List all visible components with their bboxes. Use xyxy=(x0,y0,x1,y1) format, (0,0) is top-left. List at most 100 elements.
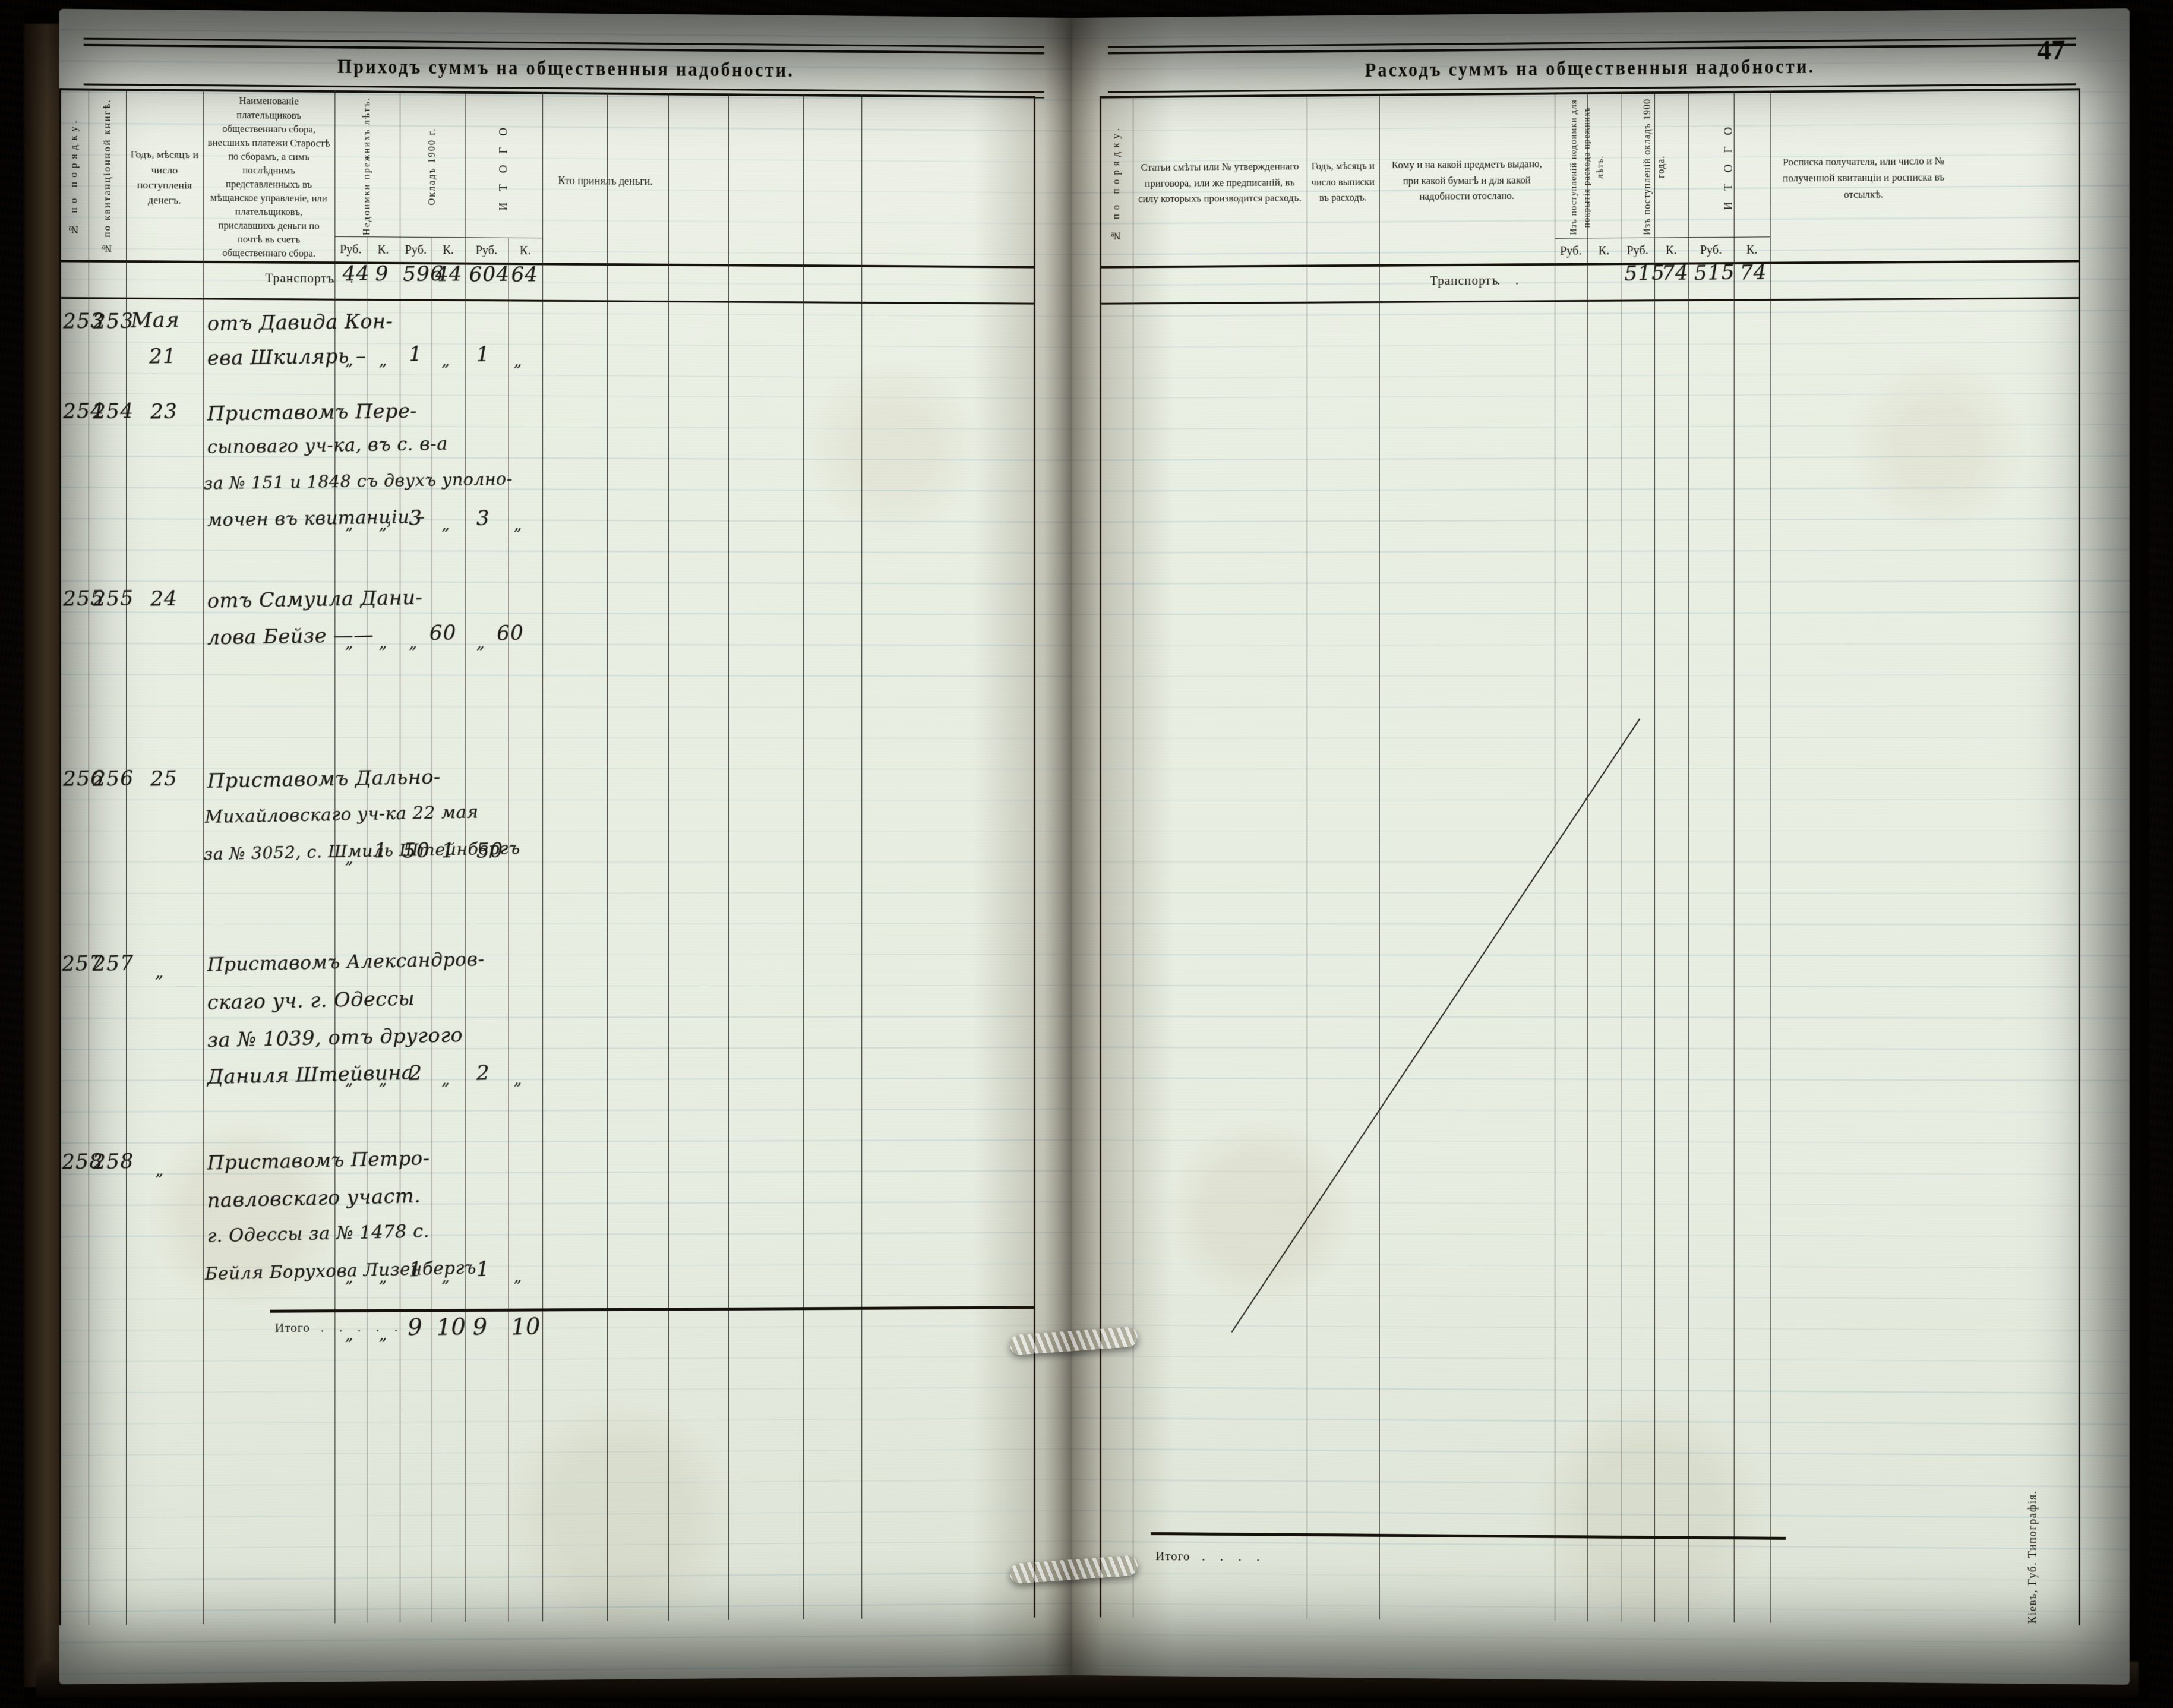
income-transport-arrears-rub: 44 xyxy=(342,261,370,286)
income-sub-assessment-kop: К. xyxy=(443,243,454,257)
row-254-arrears-kop: „ xyxy=(378,515,387,534)
expense-header-articles: Статьи смѣты или № утвержденнаго пригово… xyxy=(1138,160,1302,205)
row-258-receipt-no: 258 xyxy=(92,1149,134,1175)
right-page-expense: 47 Расходъ суммъ на общественныя надобно… xyxy=(1072,8,2130,1685)
expense-col-sep-9 xyxy=(1733,90,1735,1623)
income-transport-total-kop: 64 xyxy=(511,262,539,287)
expense-col-sep-8 xyxy=(1688,91,1689,1622)
income-header-receipt-no: № по квитанціонной книгѣ. xyxy=(100,98,113,254)
row-253-arrears-rub: „ xyxy=(345,351,353,370)
income-sub-arrears-rub: Руб. xyxy=(339,242,362,256)
row-253-date-month: Мая xyxy=(130,308,180,333)
row-256-arrears-rub: „ xyxy=(345,849,353,868)
row-258-line-4: Бейля Борухова Лизенбергъ xyxy=(204,1257,477,1284)
income-col-sep-7 xyxy=(668,93,669,1621)
row-258-line-2: павловскаго участ. xyxy=(207,1183,421,1213)
row-256-assessment-kop: 1 xyxy=(441,838,456,863)
row-253-assessment-rub: 1 xyxy=(408,342,423,367)
row-254-receipt-no: 254 xyxy=(92,399,134,424)
row-258-assessment-kop: „ xyxy=(441,1268,450,1287)
expense-total-rule xyxy=(1151,1532,1786,1540)
expense-transport-rule xyxy=(1100,297,2080,305)
row-255-arrears-kop: „ xyxy=(378,634,387,652)
row-257-receipt-no: 257 xyxy=(92,951,134,976)
income-right-border xyxy=(1033,96,1035,1618)
row-253-arrears-kop: „ xyxy=(378,351,387,370)
expense-left-border xyxy=(1100,96,1102,1618)
income-total-assessment-rub: 9 xyxy=(407,1314,423,1341)
row-256-line-1: Приставомъ Дально- xyxy=(207,765,441,793)
row-258-total-rub: 1 xyxy=(476,1257,491,1281)
income-total-arrears-rub: „ xyxy=(345,1326,353,1344)
row-257-line-1: Приставомъ Александров- xyxy=(207,948,485,976)
row-254-date-day: 23 xyxy=(150,399,178,424)
row-257-assessment-rub: 2 xyxy=(408,1061,423,1086)
row-256-date-day: 25 xyxy=(150,766,178,791)
income-col-sep-6 xyxy=(607,92,608,1621)
row-255-total-kop: 60 xyxy=(496,621,525,646)
income-total-assessment-kop: 10 xyxy=(436,1313,466,1341)
row-253-receipt-no: 253 xyxy=(92,309,134,334)
expense-transport-assessment-kop: 74 xyxy=(1661,261,1689,286)
left-page-income: Приходъ суммъ на общественныя надобности… xyxy=(59,8,1075,1685)
expense-transport-total-kop: 74 xyxy=(1739,260,1768,285)
row-255-date-day: 24 xyxy=(150,586,178,611)
row-257-line-3: за № 1039, отъ другого xyxy=(207,1022,463,1052)
row-255-line-1: отъ Самуила Дани- xyxy=(207,585,423,613)
expense-header-purpose: Кому и на какой предметъ выдано, при как… xyxy=(1391,158,1542,203)
income-header-total: И Т О Г О xyxy=(497,123,510,211)
row-257-arrears-kop: „ xyxy=(378,1071,387,1090)
row-258-arrears-kop: „ xyxy=(378,1268,387,1287)
income-transport-total-rub: 604 xyxy=(469,262,510,287)
row-256-total-rub: 50 xyxy=(476,838,504,863)
row-258-total-kop: „ xyxy=(513,1268,522,1286)
income-header-arrears: Недоимки прежнихъ лѣтъ. xyxy=(362,96,372,236)
expense-transport-assessment-rub: 515 xyxy=(1624,261,1666,286)
expense-header-from-assessment: Изъ поступленій окладъ 1900 года. xyxy=(1642,99,1667,235)
income-col-sep-10 xyxy=(861,94,863,1619)
expense-header-order-no: № по порядку. xyxy=(1110,124,1122,242)
row-258-date-day: „ xyxy=(154,1161,164,1180)
expense-sub-assessment-kop: К. xyxy=(1665,243,1677,257)
row-254-line-4: мочен въ квитанціи – xyxy=(207,506,425,531)
row-257-line-2: скаго уч. г. Одессы xyxy=(207,986,415,1014)
income-total-arrears-kop: „ xyxy=(378,1325,387,1344)
income-transport-rule xyxy=(59,296,1035,305)
income-sub-assessment-rub: Руб. xyxy=(405,243,427,257)
row-257-assessment-kop: „ xyxy=(441,1071,450,1089)
income-header-bottom-rule xyxy=(59,260,1035,269)
row-253-assessment-kop: „ xyxy=(441,352,450,370)
income-banner-title: Приходъ суммъ на общественныя надобности… xyxy=(337,55,795,82)
expense-banner-title: Расходъ суммъ на общественныя надобности… xyxy=(1365,55,1815,81)
row-256-assessment-rub: 50 xyxy=(402,838,431,863)
expense-transport-dots: . . xyxy=(1497,273,1525,288)
printer-imprint: Кіевъ, Губ. Типографія. xyxy=(2026,1490,2039,1624)
expense-header-date: Годъ, мѣсяцъ и число выписки въ расходъ. xyxy=(1311,160,1375,204)
income-transport-assessment-kop: 44 xyxy=(435,262,463,286)
expense-col-sep-10 xyxy=(1770,90,1771,1623)
income-total-total-kop: 10 xyxy=(511,1313,541,1340)
income-col-sep-8 xyxy=(728,93,729,1620)
expense-sub-assessment-rub: Руб. xyxy=(1626,244,1648,257)
expense-transport-label: Транспортъ xyxy=(1430,273,1499,288)
row-254-arrears-rub: „ xyxy=(345,515,353,534)
income-sub-arrears-kop: К. xyxy=(377,242,389,257)
row-253-line-2: ева Шкилярь – xyxy=(207,344,367,370)
row-258-arrears-rub: „ xyxy=(345,1268,353,1287)
row-255-arrears-rub: „ xyxy=(345,634,353,652)
diagonal-cancellation-stroke xyxy=(1231,718,1641,1333)
expense-banner: Расходъ суммъ на общественныя надобности… xyxy=(1108,37,2076,99)
expense-header-signature: Росписка получателя, или число и № получ… xyxy=(1782,155,1945,200)
row-255-total-rub: „ xyxy=(476,634,485,653)
expense-sub-total-kop: К. xyxy=(1746,243,1758,257)
row-256-receipt-no: 256 xyxy=(92,766,134,791)
row-257-total-kop: „ xyxy=(513,1071,522,1089)
income-header-receiver: Кто принялъ деньги. xyxy=(558,174,653,187)
row-254-assessment-rub: 3 xyxy=(408,506,423,531)
expense-col-sep-5 xyxy=(1587,91,1588,1622)
income-header-date: Годъ, мѣсяцъ и число поступленія денегъ. xyxy=(130,148,199,207)
expense-header-total: И Т О Г О xyxy=(1722,122,1735,210)
row-254-assessment-kop: „ xyxy=(441,516,450,534)
income-transport-arrears-kop: 9 xyxy=(375,261,389,286)
income-transport-label: Транспортъ xyxy=(265,270,334,286)
